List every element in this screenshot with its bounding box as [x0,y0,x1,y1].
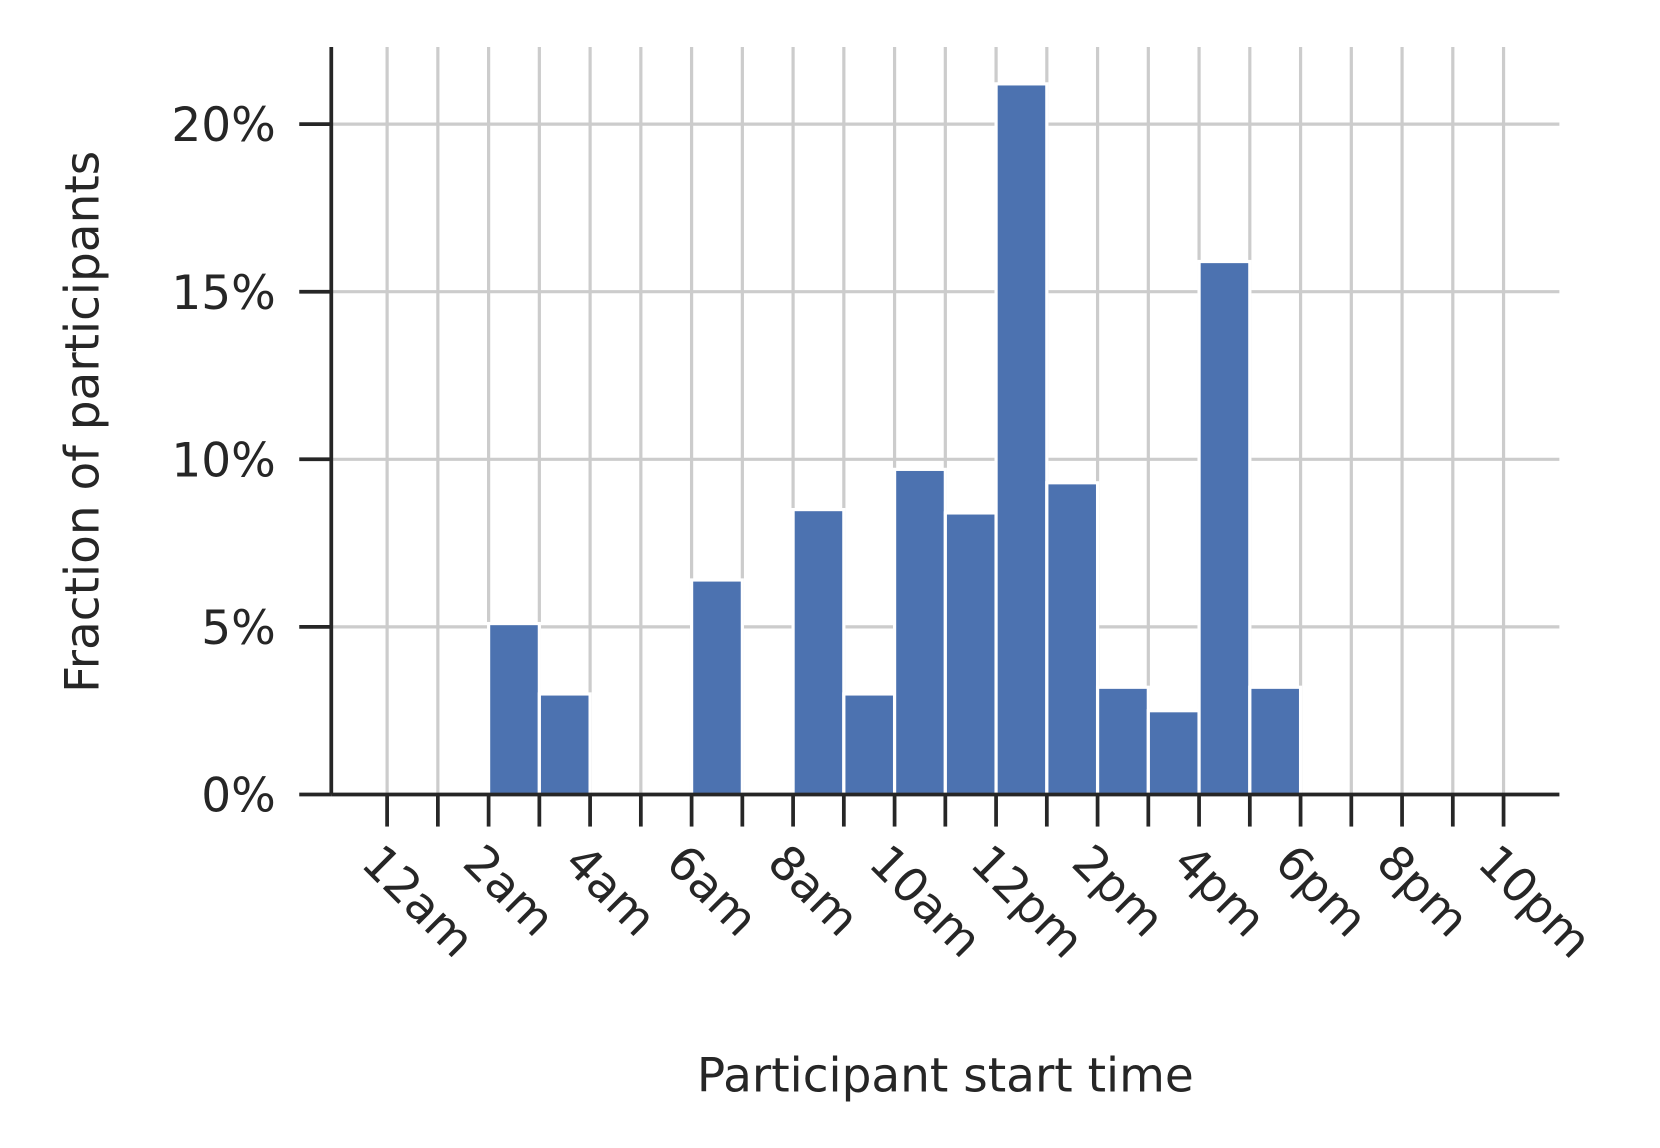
x-tick-label: 6pm [1264,835,1377,948]
x-tick-label: 12am [351,835,485,969]
bar [487,621,541,797]
y-tick-label: 10% [171,433,275,488]
y-tick-label: 20% [171,98,275,153]
bar [943,511,998,797]
x-tick-label: 8am [757,835,870,948]
y-tick-label: 15% [171,266,275,321]
bar [994,82,1049,797]
x-tick-label: 12pm [960,835,1095,970]
x-tick-label: 6am [655,835,768,948]
bar [1197,259,1252,797]
bar [791,507,846,797]
bar [537,692,592,797]
x-tick-label: 8pm [1366,835,1479,948]
bar [892,467,947,797]
y-tick-label: 0% [201,769,276,824]
bar [1146,709,1201,797]
bar [689,578,744,797]
bar [842,692,897,797]
x-axis-label: Participant start time [697,1048,1194,1103]
bar [1045,481,1100,797]
y-tick-label: 5% [201,601,276,656]
x-tick-label: 4pm [1163,835,1276,948]
bar [1095,685,1150,797]
x-tick-label: 10am [858,835,992,969]
y-axis-label: Fraction of participants [55,151,110,693]
bar [1248,685,1303,797]
x-tick-label: 10pm [1467,835,1602,970]
x-tick-label: 4am [554,835,667,948]
